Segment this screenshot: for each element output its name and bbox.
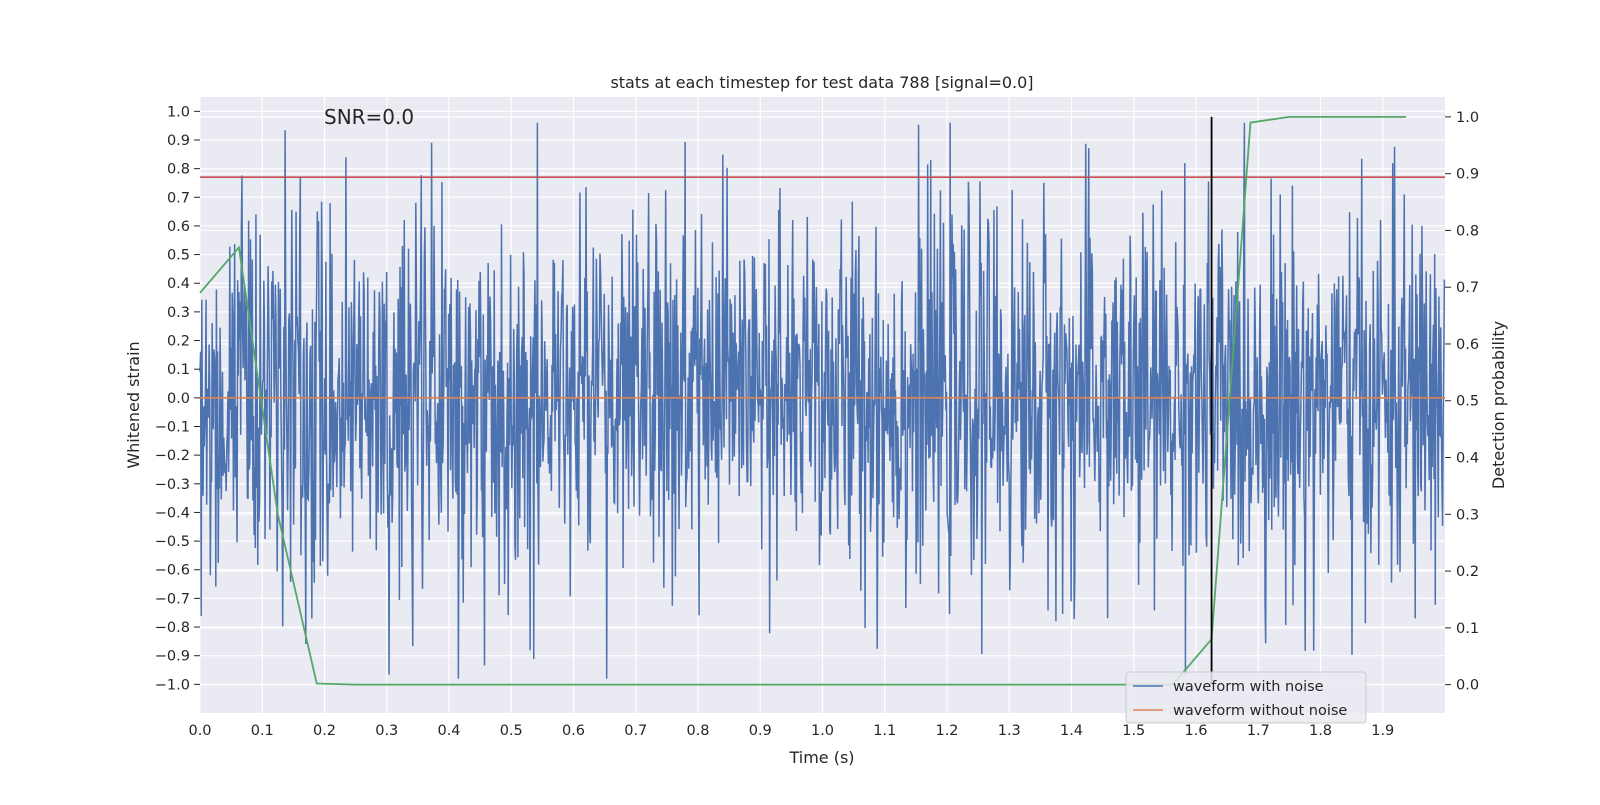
legend-label-noise: waveform with noise: [1173, 679, 1324, 695]
x-tick-label: 1.7: [1247, 723, 1270, 739]
y-tick-label: −1.0: [155, 677, 190, 693]
x-tick-label: 1.8: [1309, 723, 1332, 739]
x-tick-label: 0.4: [437, 723, 460, 739]
x-tick-label: 1.2: [935, 723, 958, 739]
x-tick-label: 1.4: [1060, 723, 1083, 739]
x-tick-label: 0.5: [500, 723, 523, 739]
data-layer: [199, 115, 1446, 686]
y2-tick-label: 0.6: [1456, 337, 1479, 353]
y-axis-label: Whitened strain: [124, 341, 143, 468]
snr-annotation: SNR=0.0: [324, 105, 414, 129]
x-tick-label: 0.2: [313, 723, 336, 739]
y2-tick-label: 0.3: [1456, 507, 1479, 523]
y2-tick-label: 0.1: [1456, 621, 1479, 637]
x-tick-label: 0.9: [749, 723, 772, 739]
y2-tick-label: 0.7: [1456, 280, 1479, 296]
x-tick-label: 1.0: [811, 723, 834, 739]
y2-tick-label: 1.0: [1456, 110, 1479, 126]
y2-tick-label: 0.4: [1456, 451, 1479, 467]
y-tick-label: −0.3: [155, 477, 190, 493]
x-tick-label: 0.7: [624, 723, 647, 739]
x-tick-label: 0.3: [375, 723, 398, 739]
x-tick-label: 0.8: [686, 723, 709, 739]
y2-axis-label: Detection probability: [1489, 321, 1508, 489]
y-tick-label: 0.5: [167, 248, 190, 264]
legend: waveform with noise waveform without noi…: [1125, 671, 1367, 724]
x-tick-label: 1.5: [1122, 723, 1145, 739]
y-tick-label: 1.0: [167, 104, 190, 120]
y-tick-label: 0.4: [167, 276, 190, 292]
y2-tick-label: 0.9: [1456, 167, 1479, 183]
y-tick-label: −0.9: [155, 649, 190, 665]
x-tick-label: 0.0: [188, 723, 211, 739]
x-tick-label: 1.9: [1371, 723, 1394, 739]
y-tick-label: −0.4: [155, 505, 190, 521]
y2-tick-label: 0.8: [1456, 223, 1479, 239]
legend-box: [1125, 671, 1367, 724]
y-tick-label: −0.8: [155, 620, 190, 636]
y2-tick-label: 0.0: [1456, 678, 1479, 694]
y-tick-label: −0.7: [155, 591, 190, 607]
y-tick-label: 0.7: [167, 190, 190, 206]
legend-label-clean: waveform without noise: [1173, 703, 1347, 719]
x-tick-label: 1.3: [998, 723, 1021, 739]
series-waveform-with-noise: [199, 122, 1446, 679]
tick-layer: 0.0 0.1 0.2 0.3 0.4 0.5 0.6 0.7 0.8 0.9 1.0 1.1 1.2 1…: [155, 104, 1479, 739]
x-axis-label: Time (s): [788, 748, 854, 767]
y-tick-label: 0.9: [167, 133, 190, 149]
y-tick-label: −0.6: [155, 563, 190, 579]
y-tick-label: 0.8: [167, 162, 190, 178]
x-tick-label: 0.1: [251, 723, 274, 739]
y-tick-label: −0.1: [155, 419, 190, 435]
y-tick-label: 0.3: [167, 305, 190, 321]
x-tick-label: 1.6: [1184, 723, 1207, 739]
y-tick-label: −0.2: [155, 448, 190, 464]
y-tick-label: 0.6: [167, 219, 190, 235]
x-tick-label: 1.1: [873, 723, 896, 739]
y2-tick-label: 0.2: [1456, 564, 1479, 580]
y2-tick-label: 0.5: [1456, 394, 1479, 410]
series-detection-probability: [199, 115, 1407, 686]
y-tick-label: −0.5: [155, 534, 190, 550]
y-tick-label: 0.2: [167, 334, 190, 350]
y-tick-label: 0.1: [167, 362, 190, 378]
chart-title: stats at each timestep for test data 788…: [610, 73, 1033, 92]
x-tick-label: 0.6: [562, 723, 585, 739]
y-tick-label: 0.0: [167, 391, 190, 407]
